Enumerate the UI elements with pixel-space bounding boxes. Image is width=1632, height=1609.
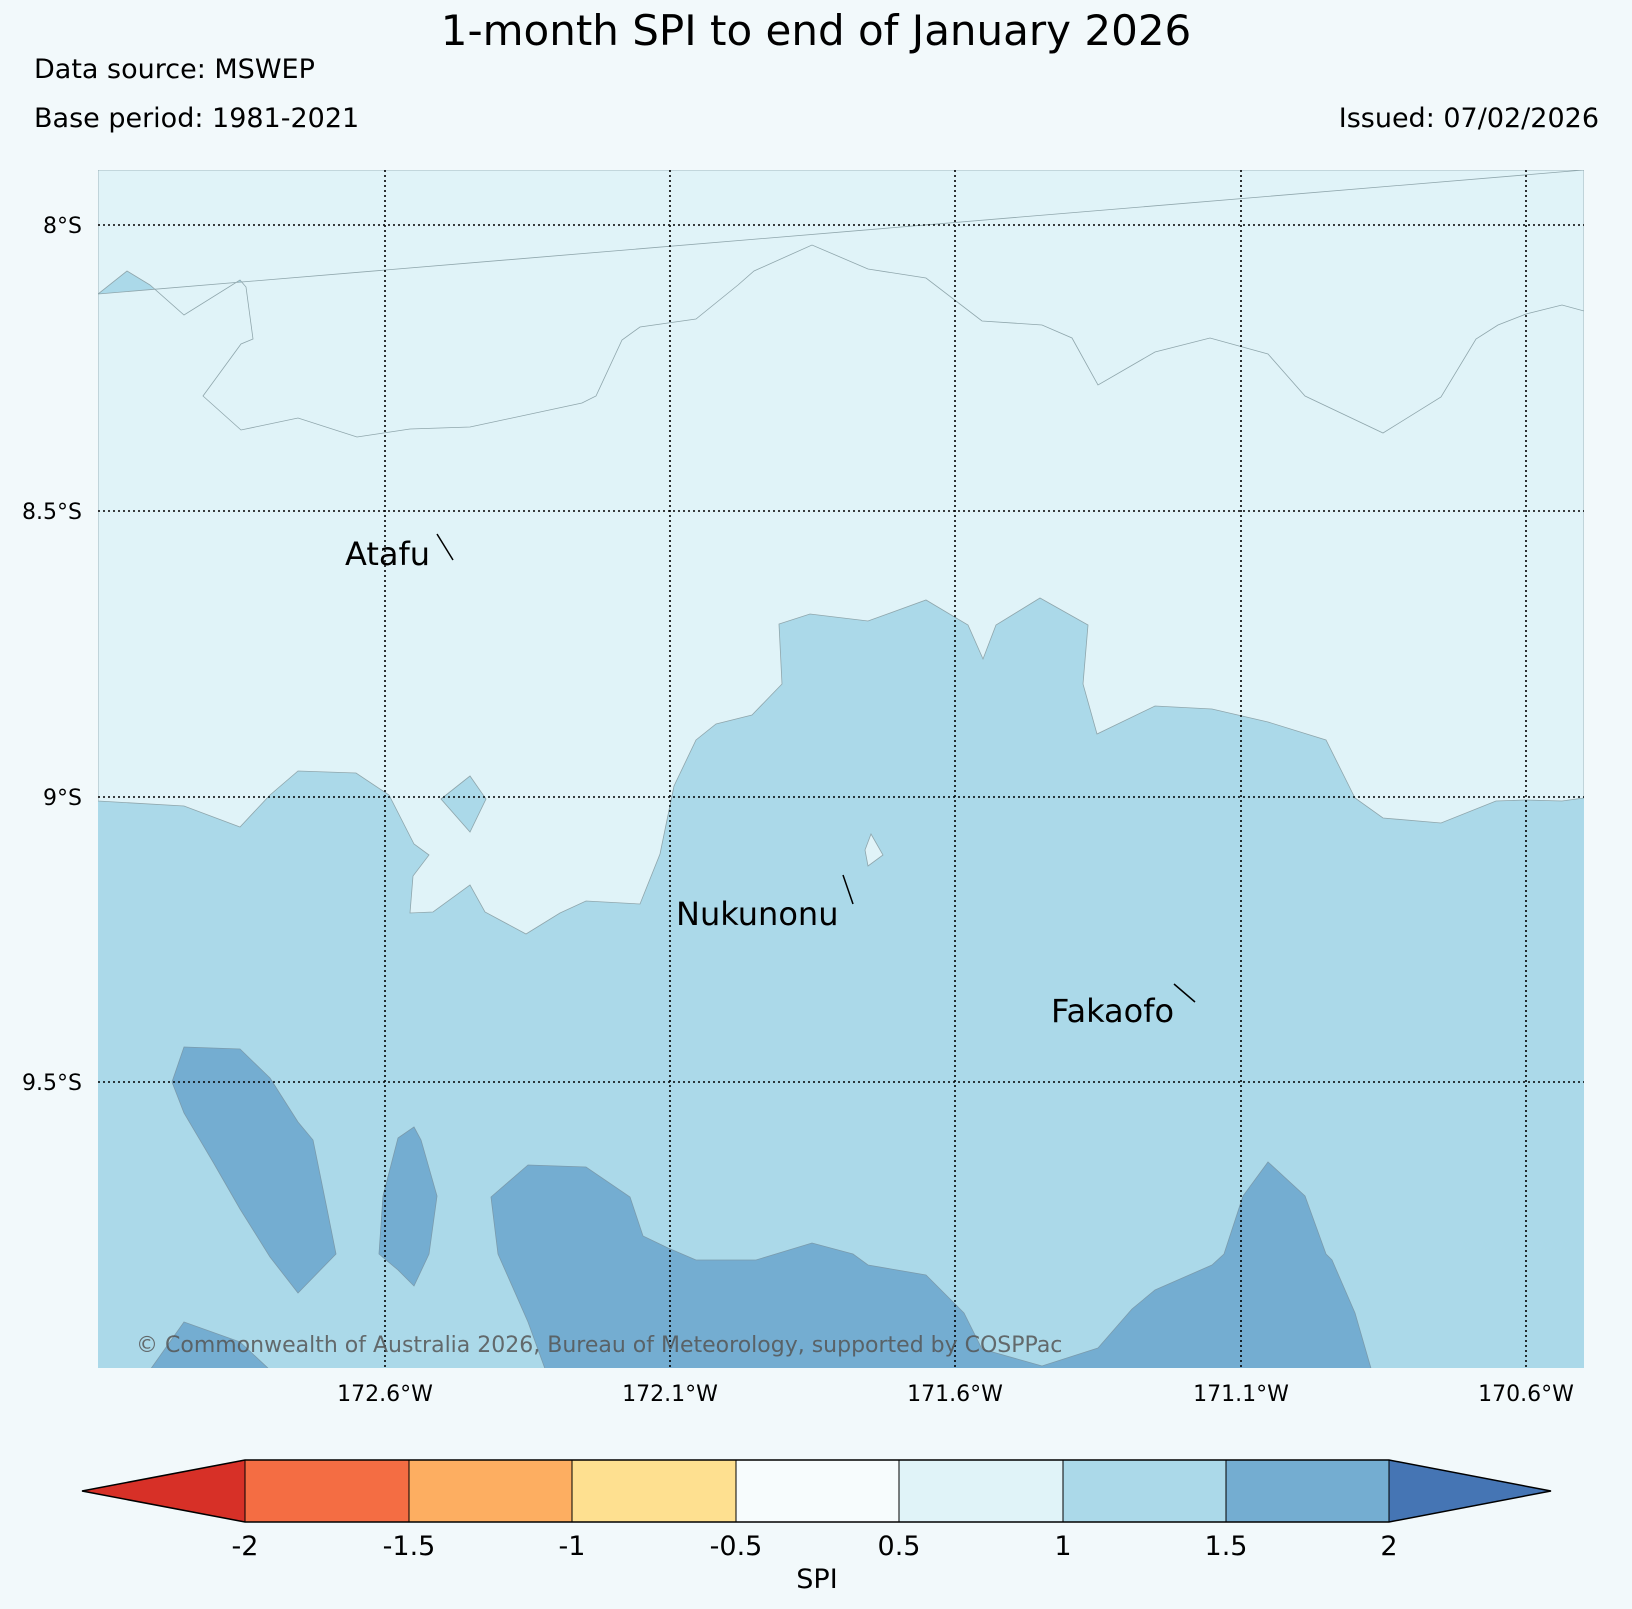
atafu-leader-line: [436, 533, 454, 561]
place-label-atafu: Atafu: [345, 535, 430, 573]
place-leader-lines: [436, 533, 1196, 1003]
colorbar-segment-neg0.5-to-0.5: [736, 1460, 899, 1522]
colorbar-tick-2: 2: [1380, 1531, 1397, 1562]
lon-label-171.6w: 171.6°W: [907, 1382, 1003, 1407]
spi-region-1.5-to-2-mid: [378, 1126, 438, 1287]
colorbar-segment-1.5-to-2: [1226, 1460, 1389, 1522]
lat-label-9.5s: 9.5°S: [22, 1071, 82, 1096]
colorbar-tick-0.5: 0.5: [878, 1531, 921, 1562]
lon-label-170.6w: 170.6°W: [1478, 1382, 1574, 1407]
issued-date-label: Issued: 07/02/2026: [1338, 103, 1599, 134]
colorbar-tick-1: 1: [1054, 1531, 1071, 1562]
lon-label-171.1w: 171.1°W: [1193, 1382, 1289, 1407]
colorbar-segment-neg1.5-to-neg1: [409, 1460, 572, 1522]
map-title: 1-month SPI to end of January 2026: [440, 6, 1192, 55]
colorbar-segment-1-to-1.5: [1063, 1460, 1226, 1522]
colorbar-label: SPI: [796, 1564, 837, 1595]
lon-label-172.6w: 172.6°W: [337, 1382, 433, 1407]
colorbar-segment-above-2: [1389, 1460, 1551, 1522]
spi-region-1.5-to-2-southwest: [150, 1321, 269, 1368]
colorbar-tick-1.5: 1.5: [1205, 1531, 1248, 1562]
lat-label-8.5s: 8.5°S: [22, 500, 82, 525]
lat-label-9s: 9°S: [43, 786, 82, 811]
spi-region-1.5-to-2-west: [171, 1046, 337, 1294]
place-label-fakaofo: Fakaofo: [1051, 992, 1174, 1030]
spi-region-1.5-to-2-south: [490, 1161, 1372, 1368]
spi-patch-1-to-1.5: [440, 775, 487, 833]
spi-region-0.5-to-1: [98, 170, 1584, 935]
colorbar-segment-0.5-to-1: [899, 1460, 1063, 1522]
colorbar-segment-neg1-to-neg0.5: [572, 1460, 736, 1522]
colorbar-tick-neg2: -2: [232, 1531, 259, 1562]
colorbar-segment-below-neg2: [82, 1460, 245, 1522]
lat-label-8s: 8°S: [43, 214, 82, 239]
colorbar-tick-neg0.5: -0.5: [710, 1531, 763, 1562]
base-period-label: Base period: 1981-2021: [34, 103, 360, 134]
nukunonu-leader-line: [842, 874, 854, 905]
colorbar-tick-neg1.5: -1.5: [383, 1531, 436, 1562]
map-area: [98, 170, 1584, 1368]
data-source-label: Data source: MSWEP: [34, 54, 315, 85]
colorbar-segment-neg2-to-neg1.5: [245, 1460, 409, 1522]
spi-colorbar: [81, 1459, 1552, 1523]
lon-label-172.1w: 172.1°W: [622, 1382, 718, 1407]
spi-patch-0.5-to-1: [864, 833, 884, 867]
place-label-nukunonu: Nukunonu: [676, 895, 838, 933]
fakaofo-leader-line: [1173, 983, 1196, 1003]
colorbar-tick-neg1: -1: [559, 1531, 586, 1562]
copyright-notice: © Commonwealth of Australia 2026, Bureau…: [136, 1333, 1062, 1358]
